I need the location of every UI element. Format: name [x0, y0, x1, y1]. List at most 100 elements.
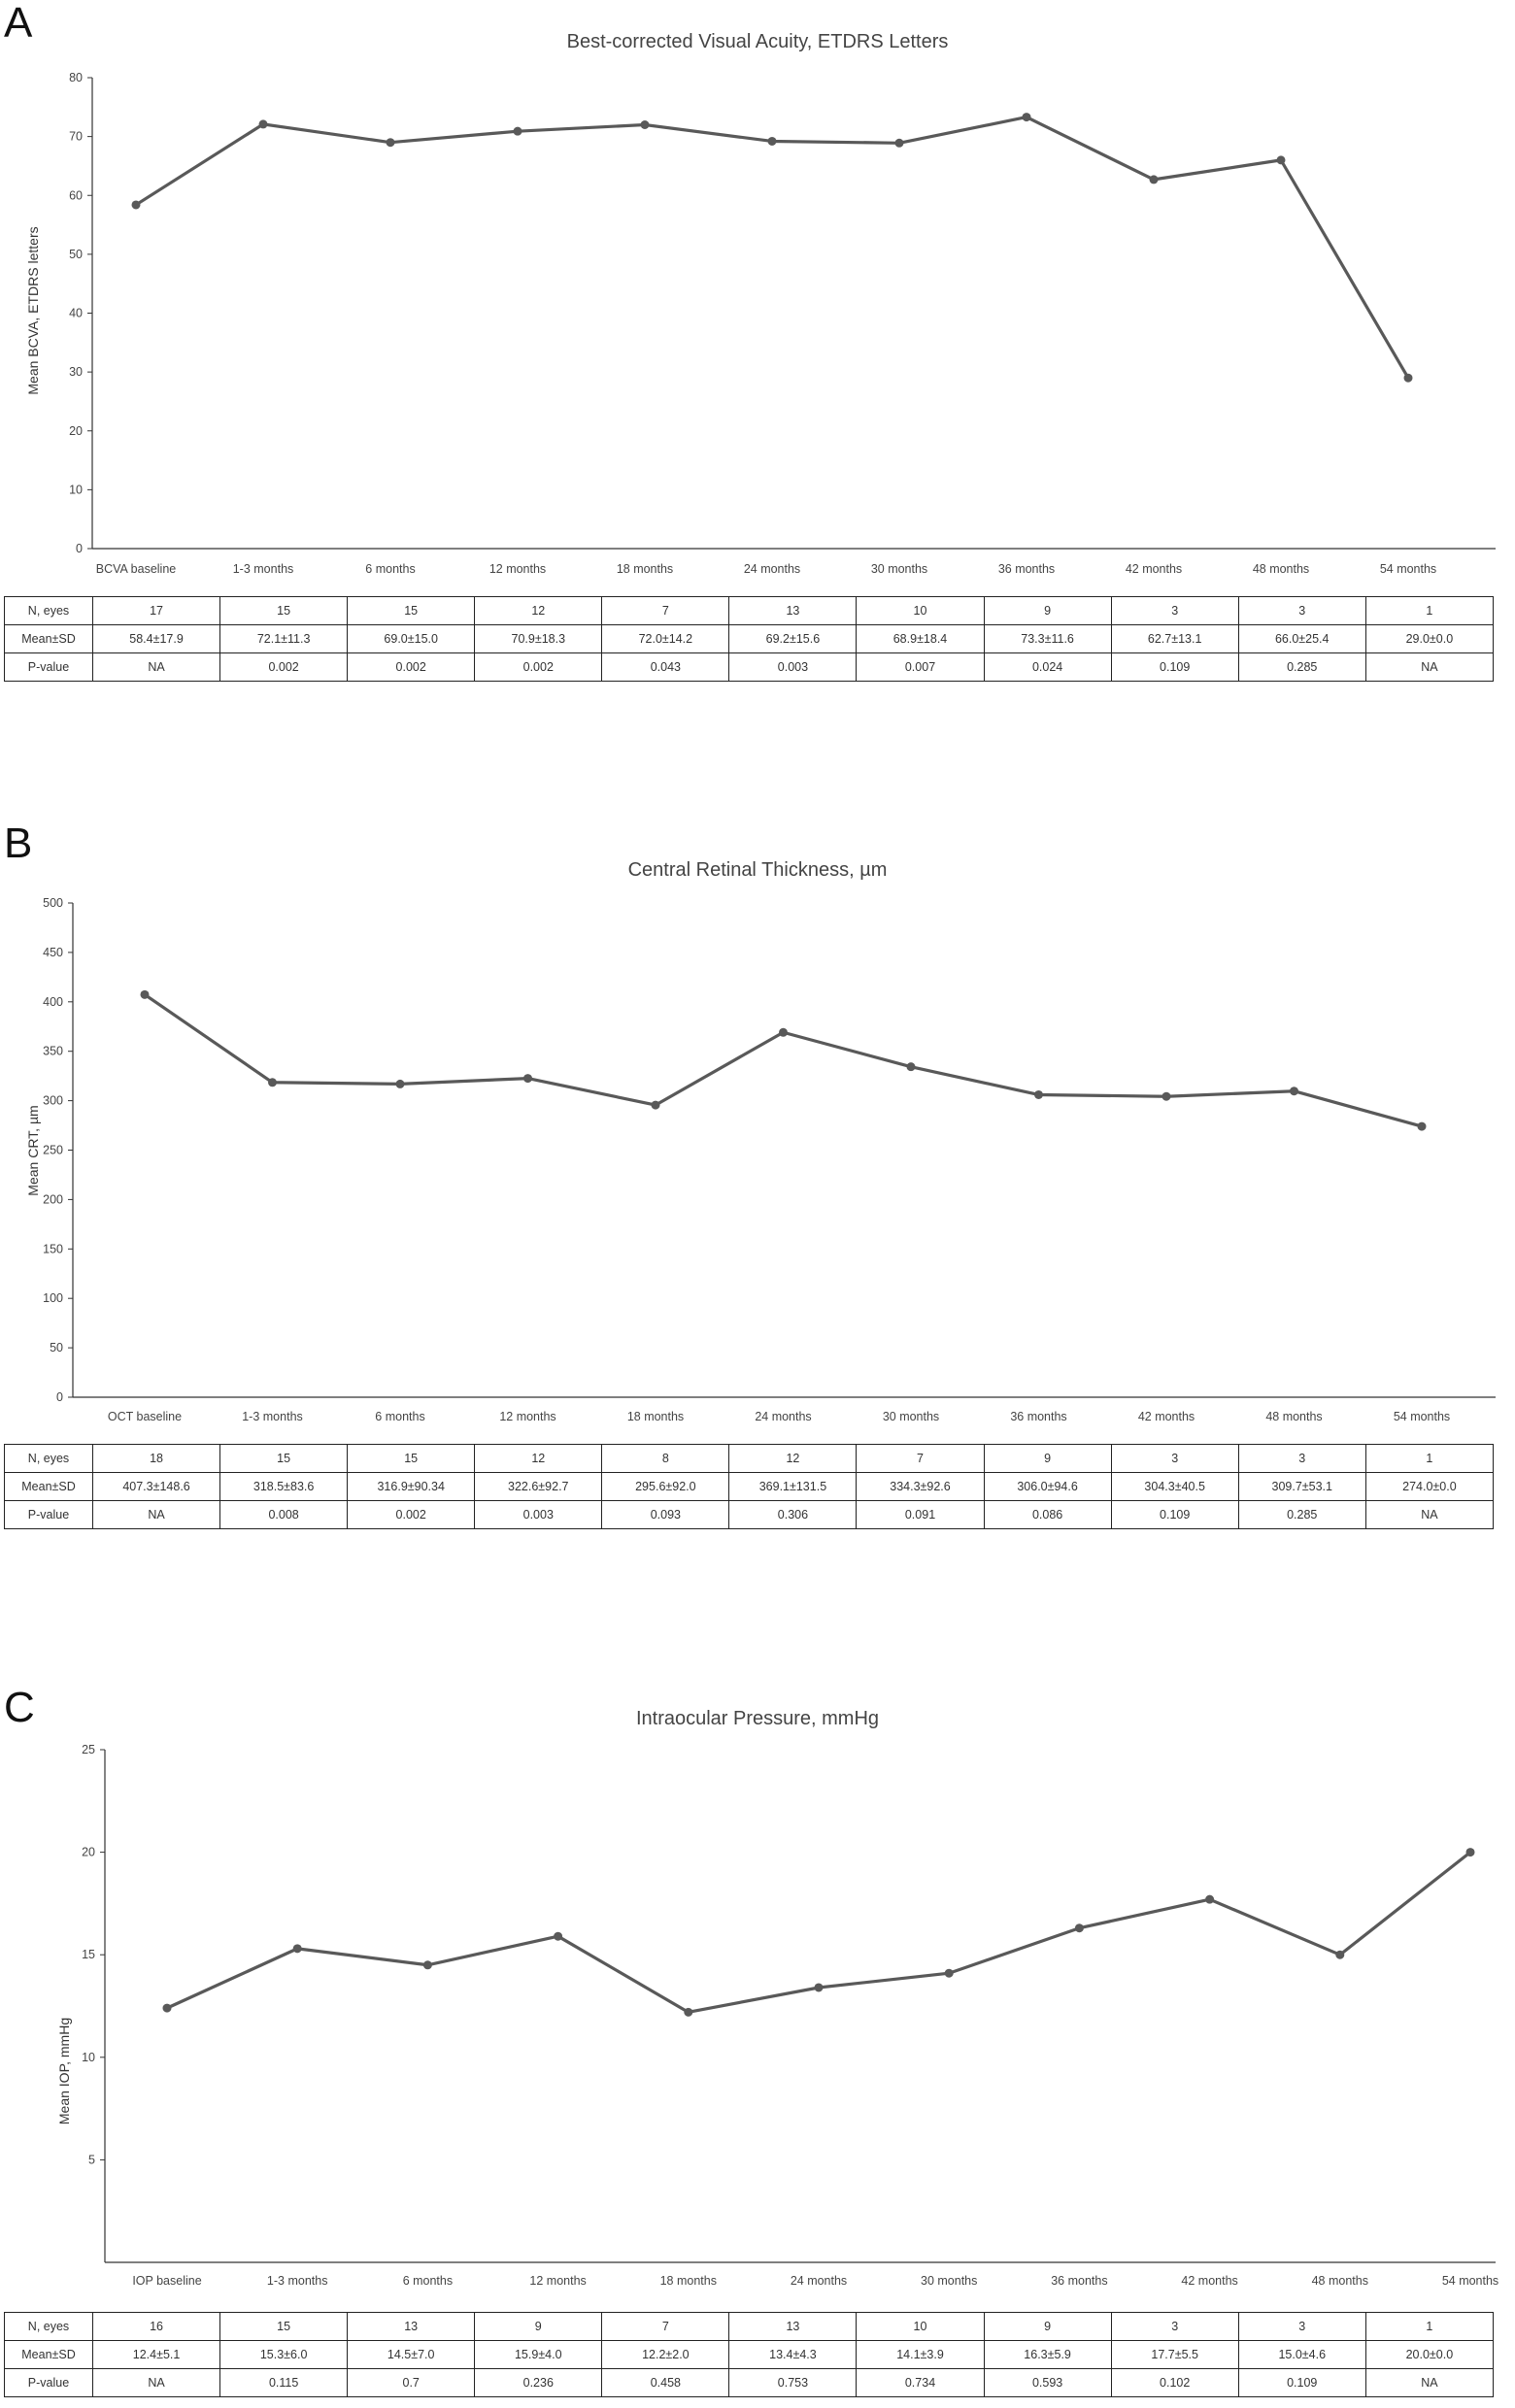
table-cell: 0.007 — [856, 652, 985, 682]
line-chart: 0 50 100 150 200 250 300 350 400 450 500 OCT baseli… — [43, 896, 1496, 1423]
table-cell: 12.2±2.0 — [601, 2340, 730, 2369]
row-header: Mean±SD — [4, 1472, 93, 1501]
table-cell: 72.1±11.3 — [219, 624, 349, 653]
table-cell: 0.002 — [219, 652, 349, 682]
panel-a: A Best-corrected Visual Acuity, ETDRS Le… — [0, 0, 1515, 689]
y-tick-label: 20 — [69, 424, 83, 438]
table-cell: NA — [91, 652, 221, 682]
row-header: P-value — [4, 1500, 93, 1529]
table-cell: 13.4±4.3 — [728, 2340, 858, 2369]
y-tick-label: 250 — [43, 1144, 63, 1157]
table-cell: 12.4±5.1 — [91, 2340, 221, 2369]
table-cell: 309.7±53.1 — [1237, 1472, 1366, 1501]
data-point — [1074, 1923, 1084, 1933]
table-cell: 334.3±92.6 — [856, 1472, 985, 1501]
table-cell: 1 — [1364, 1444, 1495, 1473]
data-point — [1335, 1950, 1345, 1959]
table-cell: 318.5±83.6 — [219, 1472, 349, 1501]
table-cell: 0.7 — [347, 2368, 476, 2397]
x-tick-label: 48 months — [1265, 1410, 1322, 1423]
panel-c: C Intraocular Pressure, mmHg Mean IOP, m… — [0, 1685, 1515, 2408]
table-cell: 0.003 — [728, 652, 858, 682]
table-cell: 306.0±94.6 — [983, 1472, 1112, 1501]
table-cell: 17 — [91, 596, 221, 625]
table-cell: 18 — [91, 1444, 221, 1473]
x-tick-label: 24 months — [755, 1410, 811, 1423]
table-cell: 15.9±4.0 — [474, 2340, 603, 2369]
x-tick-label: 36 months — [1010, 1410, 1066, 1423]
table-cell: NA — [1364, 1500, 1495, 1529]
y-tick-label: 500 — [43, 896, 63, 910]
data-point — [1276, 155, 1286, 165]
table-cell: NA — [1364, 2368, 1495, 2397]
table-cell: 70.9±18.3 — [474, 624, 603, 653]
x-tick-label: 30 months — [921, 2274, 977, 2288]
table-cell: 0.086 — [983, 1500, 1112, 1529]
table-cell: 29.0±0.0 — [1364, 624, 1495, 653]
x-tick-label: 24 months — [744, 562, 800, 576]
table-row: Mean±SD 12.4±5.1 15.3±6.0 14.5±7.0 15.9±4.0 1… — [4, 2340, 1495, 2369]
table-cell: 7 — [601, 596, 730, 625]
table-cell: 15 — [219, 2312, 349, 2341]
table-cell: 15.3±6.0 — [219, 2340, 349, 2369]
table-cell: 0.734 — [856, 2368, 985, 2397]
y-tick-label: 80 — [69, 71, 83, 84]
x-tick-label: 18 months — [627, 1410, 684, 1423]
y-tick-label: 40 — [69, 307, 83, 320]
data-point — [131, 200, 141, 210]
table-cell: NA — [91, 2368, 221, 2397]
x-tick-label: 1-3 months — [233, 562, 294, 576]
x-tick-label: 54 months — [1380, 562, 1436, 576]
data-point — [395, 1079, 405, 1088]
table-cell: 10 — [856, 596, 985, 625]
table-row: N, eyes 17 15 15 12 7 13 10 9 3 3 1 — [4, 596, 1495, 625]
data-point — [767, 136, 777, 146]
x-tick-label: 1-3 months — [267, 2274, 328, 2288]
y-tick-label: 60 — [69, 188, 83, 202]
table-cell: 0.008 — [219, 1500, 349, 1529]
table-cell: 0.236 — [474, 2368, 603, 2397]
y-tick-label: 5 — [88, 2153, 95, 2166]
data-point — [1205, 1894, 1215, 1904]
table-cell: 69.2±15.6 — [728, 624, 858, 653]
data-point — [906, 1062, 916, 1072]
row-header: N, eyes — [4, 1444, 93, 1473]
y-tick-label: 150 — [43, 1242, 63, 1255]
y-tick-label: 400 — [43, 995, 63, 1009]
panel-letter: C — [4, 1684, 35, 1731]
y-tick-label: 0 — [76, 542, 83, 555]
table-cell: 3 — [1110, 1444, 1239, 1473]
table-cell: 0.753 — [728, 2368, 858, 2397]
table-cell: 322.6±92.7 — [474, 1472, 603, 1501]
table-cell: 15.0±4.6 — [1237, 2340, 1366, 2369]
data-point — [140, 989, 150, 999]
table-cell: 1 — [1364, 596, 1495, 625]
stats-table: N, eyes 17 15 15 12 7 13 10 9 3 3 1 Mean±SD 58.4±17.9… — [4, 596, 1495, 682]
data-point — [268, 1078, 277, 1087]
y-tick-label: 70 — [69, 130, 83, 144]
table-cell: 304.3±40.5 — [1110, 1472, 1239, 1501]
data-point — [523, 1074, 532, 1084]
table-cell: 66.0±25.4 — [1237, 624, 1366, 653]
table-cell: 9 — [983, 1444, 1112, 1473]
table-cell: 0.043 — [601, 652, 730, 682]
data-point — [1465, 1848, 1475, 1857]
x-tick-label: 24 months — [791, 2274, 847, 2288]
x-tick-label: 36 months — [1051, 2274, 1107, 2288]
table-cell: 12 — [728, 1444, 858, 1473]
x-tick-label: 42 months — [1138, 1410, 1195, 1423]
data-point — [386, 138, 395, 148]
data-point — [1034, 1089, 1043, 1099]
row-header: P-value — [4, 2368, 93, 2397]
chart-title: Central Retinal Thickness, µm — [627, 859, 888, 881]
series-line — [144, 993, 1423, 1128]
x-tick-label: 18 months — [617, 562, 673, 576]
data-point — [779, 1027, 788, 1037]
table-cell: 3 — [1110, 596, 1239, 625]
table-cell: 0.093 — [601, 1500, 730, 1529]
data-point — [1403, 373, 1413, 383]
x-tick-label: 18 months — [660, 2274, 717, 2288]
table-row: P-value NA 0.002 0.002 0.002 0.043 0.003 0.007 0… — [4, 652, 1495, 682]
y-tick-label: 100 — [43, 1291, 63, 1305]
table-cell: 316.9±90.34 — [347, 1472, 476, 1501]
